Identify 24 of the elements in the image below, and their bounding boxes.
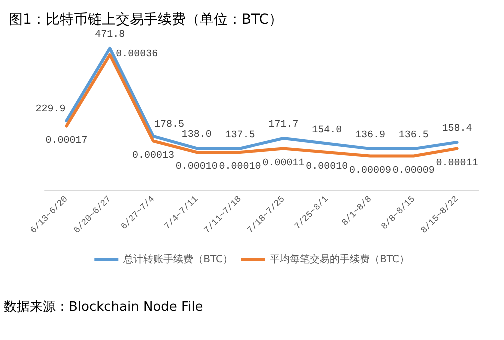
data-label: 158.4 — [442, 124, 472, 135]
data-label: 136.9 — [355, 130, 386, 142]
legend-label: 平均每笔交易的手续费（BTC） — [270, 254, 410, 266]
data-label: 154.0 — [312, 125, 342, 136]
data-label: 0.00011 — [436, 158, 478, 170]
data-label: 136.5 — [398, 130, 429, 142]
data-label: 137.5 — [225, 130, 256, 142]
data-label: 0.00010 — [176, 162, 218, 173]
data-label: 229.9 — [36, 104, 66, 116]
data-label: 171.7 — [268, 120, 299, 131]
data-label: 0.00036 — [116, 50, 158, 60]
data-label: 471.8 — [95, 30, 126, 41]
data-label: 0.00010 — [219, 162, 262, 173]
data-label: 0.00013 — [132, 150, 175, 162]
data-label: 0.00011 — [262, 158, 305, 170]
data-label: 0.00009 — [349, 166, 392, 177]
data-label: 0.00009 — [392, 166, 435, 177]
data-label: 0.00017 — [46, 136, 88, 147]
data-label: 178.5 — [154, 120, 185, 131]
source-note: 数据来源：Blockchain Node File — [4, 300, 204, 315]
data-label: 0.00010 — [306, 162, 348, 173]
chart-title: 图1：比特币链上交易手续费（单位：BTC） — [9, 12, 284, 28]
legend-label: 总计转账手续费（BTC） — [122, 254, 234, 266]
data-label: 138.0 — [182, 130, 212, 142]
